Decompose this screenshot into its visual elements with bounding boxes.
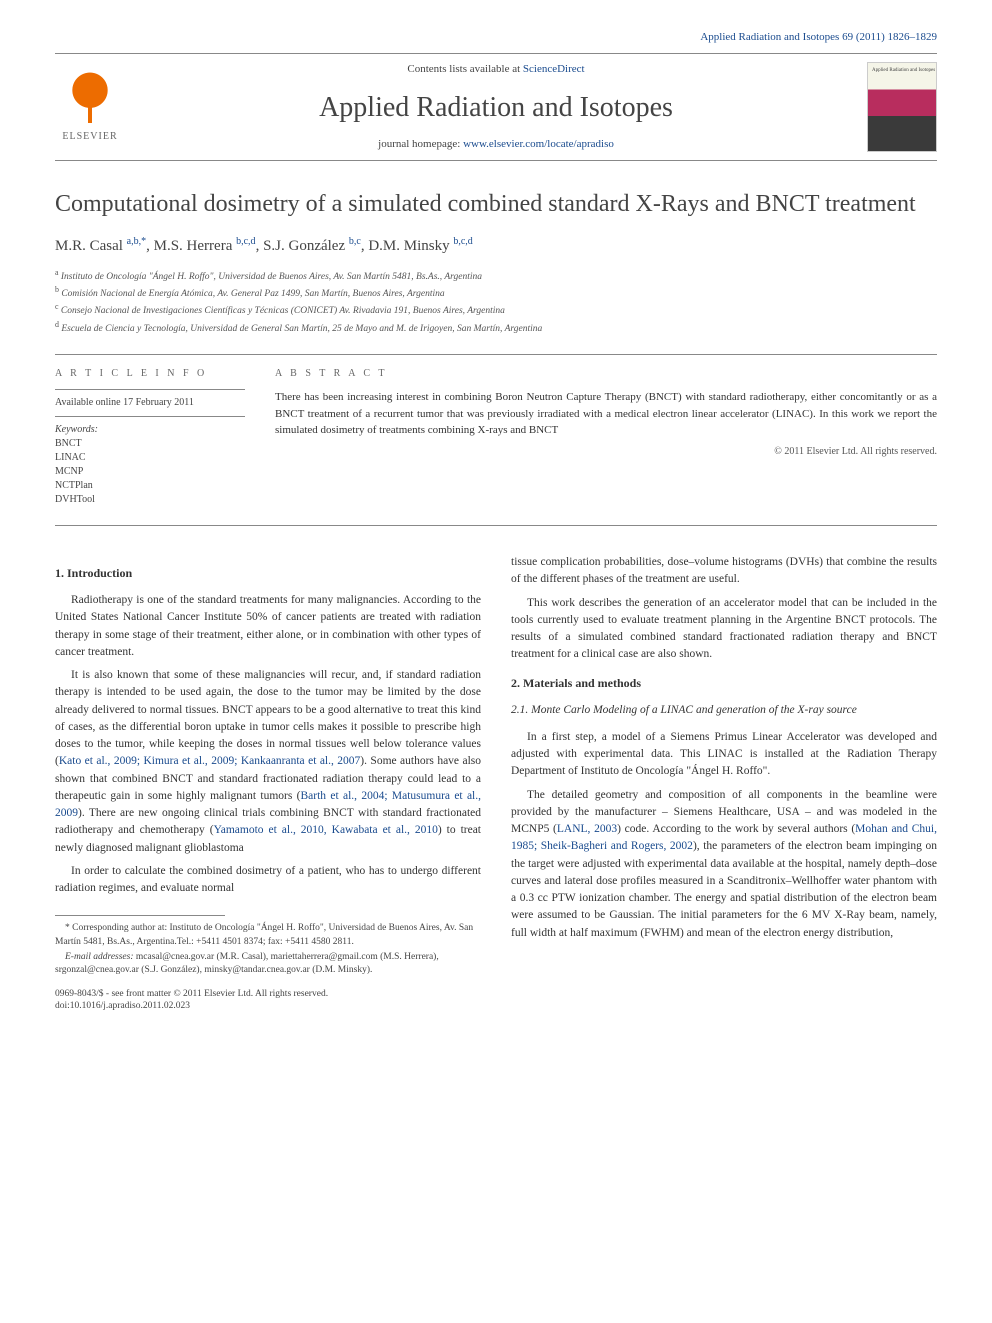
cover-title: Applied Radiation and Isotopes: [872, 67, 935, 74]
author-list: M.R. Casal a,b,*, M.S. Herrera b,c,d, S.…: [55, 235, 937, 257]
body-column-left: 1. Introduction Radiotherapy is one of t…: [55, 554, 481, 1012]
homepage-link[interactable]: www.elsevier.com/locate/apradiso: [463, 138, 614, 150]
article-info-heading: A R T I C L E I N F O: [55, 367, 245, 381]
divider: [55, 389, 245, 390]
corresponding-author-note: * Corresponding author at: Instituto de …: [55, 922, 481, 949]
paragraph: It is also known that some of these mali…: [55, 667, 481, 857]
body-column-right: tissue complication probabilities, dose–…: [511, 554, 937, 1012]
citation-link[interactable]: Barth et al., 2004; Matusumura et al., 2…: [55, 790, 481, 819]
keywords-label: Keywords:: [55, 423, 245, 437]
section-1-heading: 1. Introduction: [55, 564, 481, 582]
homepage-line: journal homepage: www.elsevier.com/locat…: [145, 137, 847, 152]
article-title: Computational dosimetry of a simulated c…: [55, 189, 937, 220]
header-center: Contents lists available at ScienceDirec…: [125, 62, 867, 152]
citation-link[interactable]: LANL, 2003: [557, 823, 617, 835]
contents-text: Contents lists available at: [407, 63, 522, 75]
article-info-column: A R T I C L E I N F O Available online 1…: [55, 367, 245, 507]
elsevier-tree-icon: [65, 71, 115, 126]
issn-line: 0969-8043/$ - see front matter © 2011 El…: [55, 988, 481, 1000]
footnotes: * Corresponding author at: Instituto de …: [55, 922, 481, 977]
keyword-item: MCNP: [55, 465, 245, 479]
contents-line: Contents lists available at ScienceDirec…: [145, 62, 847, 77]
paragraph: This work describes the generation of an…: [511, 595, 937, 664]
section-2-heading: 2. Materials and methods: [511, 674, 937, 692]
journal-name: Applied Radiation and Isotopes: [145, 88, 847, 127]
abstract-text: There has been increasing interest in co…: [275, 389, 937, 439]
keyword-item: LINAC: [55, 451, 245, 465]
elsevier-logo: ELSEVIER: [55, 67, 125, 147]
paragraph: tissue complication probabilities, dose–…: [511, 554, 937, 589]
divider: [55, 416, 245, 417]
paragraph: In a first step, a model of a Siemens Pr…: [511, 729, 937, 781]
footnote-divider: [55, 915, 225, 916]
info-abstract-row: A R T I C L E I N F O Available online 1…: [55, 354, 937, 526]
citation-link[interactable]: Yamamoto et al., 2010, Kawabata et al., …: [214, 824, 438, 836]
citation-link[interactable]: Kato et al., 2009; Kimura et al., 2009; …: [59, 755, 360, 767]
affiliation-line: d Escuela de Ciencia y Tecnología, Unive…: [55, 319, 937, 336]
paragraph: The detailed geometry and composition of…: [511, 787, 937, 942]
paragraph: In order to calculate the combined dosim…: [55, 863, 481, 898]
affiliations: a Instituto de Oncología "Ángel H. Roffo…: [55, 267, 937, 337]
email-addresses: E-mail addresses: mcasal@cnea.gov.ar (M.…: [55, 951, 481, 978]
journal-header: ELSEVIER Contents lists available at Sci…: [55, 53, 937, 161]
abstract-copyright: © 2011 Elsevier Ltd. All rights reserved…: [275, 445, 937, 459]
abstract-heading: A B S T R A C T: [275, 367, 937, 381]
affiliation-line: b Comisión Nacional de Energía Atómica, …: [55, 284, 937, 301]
doi-line: doi:10.1016/j.apradiso.2011.02.023: [55, 1000, 481, 1012]
keyword-item: BNCT: [55, 437, 245, 451]
journal-cover-thumbnail: Applied Radiation and Isotopes: [867, 62, 937, 152]
running-header: Applied Radiation and Isotopes 69 (2011)…: [55, 30, 937, 45]
keyword-item: NCTPlan: [55, 479, 245, 493]
abstract-column: A B S T R A C T There has been increasin…: [275, 367, 937, 507]
available-online: Available online 17 February 2011: [55, 396, 245, 410]
homepage-text: journal homepage:: [378, 138, 463, 150]
sciencedirect-link[interactable]: ScienceDirect: [523, 63, 585, 75]
body-columns: 1. Introduction Radiotherapy is one of t…: [55, 554, 937, 1012]
section-2-1-heading: 2.1. Monte Carlo Modeling of a LINAC and…: [511, 702, 937, 719]
affiliation-line: c Consejo Nacional de Investigaciones Ci…: [55, 301, 937, 318]
keywords-list: BNCTLINACMCNPNCTPlanDVHTool: [55, 437, 245, 507]
elsevier-label: ELSEVIER: [62, 130, 117, 144]
citation-link[interactable]: Applied Radiation and Isotopes 69 (2011)…: [700, 31, 937, 43]
keyword-item: DVHTool: [55, 493, 245, 507]
doi-block: 0969-8043/$ - see front matter © 2011 El…: [55, 988, 481, 1013]
paragraph: Radiotherapy is one of the standard trea…: [55, 592, 481, 661]
emails-label: E-mail addresses:: [65, 952, 136, 962]
affiliation-line: a Instituto de Oncología "Ángel H. Roffo…: [55, 267, 937, 284]
